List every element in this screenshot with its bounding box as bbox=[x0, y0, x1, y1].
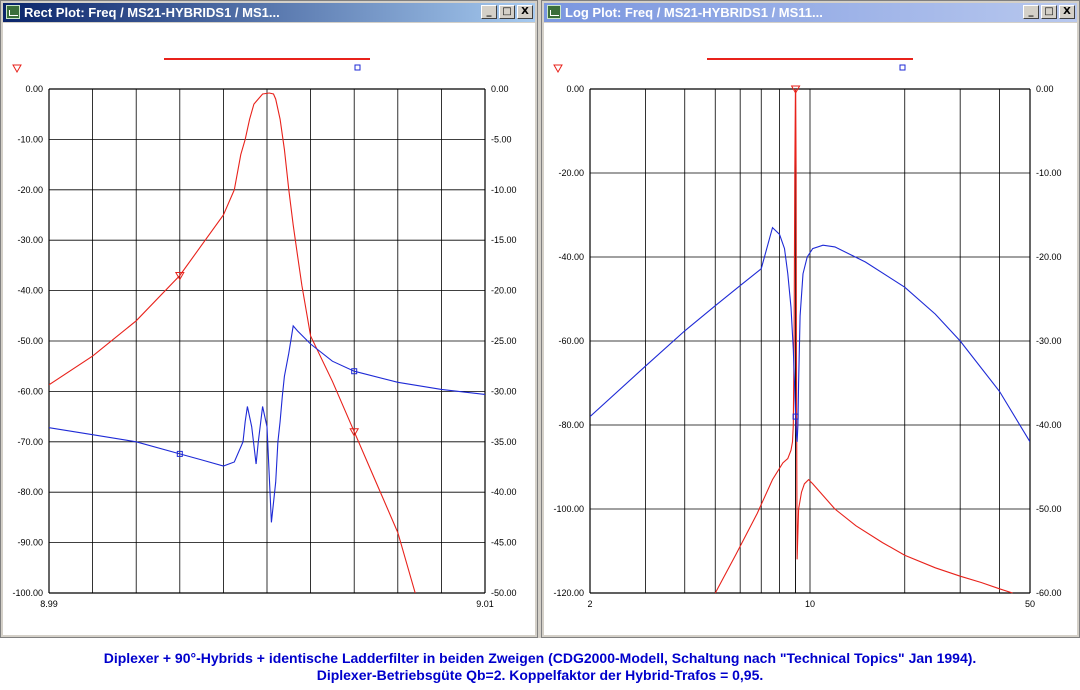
y-tick-right: -10.00 bbox=[491, 185, 517, 195]
x-tick-label: 2 bbox=[587, 599, 592, 609]
ms21-marker bbox=[790, 85, 801, 95]
window-title: Rect Plot: Freq / MS21-HYBRIDS1 / MS1... bbox=[24, 5, 280, 20]
y-tick-right: -30.00 bbox=[491, 386, 517, 396]
log-plot-window: Log Plot: Freq / MS21-HYBRIDS1 / MS11...… bbox=[541, 0, 1080, 638]
legend-triangle-marker bbox=[12, 64, 22, 74]
y-tick-left: 0.00 bbox=[25, 84, 43, 94]
y-tick-right: -30.00 bbox=[1036, 336, 1062, 346]
y-tick-right: -40.00 bbox=[1036, 420, 1062, 430]
y-tick-right: -15.00 bbox=[491, 235, 517, 245]
y-tick-right: -50.00 bbox=[1036, 504, 1062, 514]
caption-line-1: Diplexer + 90°-Hybrids + identische Ladd… bbox=[103, 650, 977, 666]
x-tick-label: 8.99 bbox=[40, 599, 58, 609]
y-tick-right: -45.00 bbox=[491, 538, 517, 548]
y-tick-left: -60.00 bbox=[17, 386, 43, 396]
y-tick-left: -80.00 bbox=[17, 487, 43, 497]
ms11-marker bbox=[792, 413, 799, 420]
ms21-series-line bbox=[49, 92, 416, 594]
ms11-series-line bbox=[49, 324, 485, 523]
y-tick-right: -10.00 bbox=[1036, 168, 1062, 178]
log-plot-chart: 0.00 0.00 -20.00 -10.00 -40.00 -20.00 -60.00 -3… bbox=[553, 58, 1062, 609]
minimize-button[interactable]: _ bbox=[481, 5, 497, 19]
rect-plot-area: 0.00 0.00 -10.00 -5.00 -20.00 -10.00 -30.00 -15… bbox=[3, 23, 535, 635]
x-tick-label: 10 bbox=[805, 599, 815, 609]
window-controls: _ □ X bbox=[1023, 5, 1075, 19]
y-tick-left: -50.00 bbox=[17, 336, 43, 346]
y-tick-left: -30.00 bbox=[17, 235, 43, 245]
plot-app-icon bbox=[547, 5, 561, 19]
y-tick-left: -100.00 bbox=[553, 504, 584, 514]
close-button[interactable]: X bbox=[517, 5, 533, 19]
y-tick-right: -35.00 bbox=[491, 437, 517, 447]
y-tick-right: 0.00 bbox=[491, 84, 509, 94]
log-plot-area: 0.00 0.00 -20.00 -10.00 -40.00 -20.00 -60.00 -3… bbox=[544, 23, 1077, 635]
y-tick-left: -40.00 bbox=[558, 252, 584, 262]
y-tick-left: -60.00 bbox=[558, 336, 584, 346]
y-tick-left: 0.00 bbox=[566, 84, 584, 94]
y-tick-right: -5.00 bbox=[491, 134, 512, 144]
window-controls: _ □ X bbox=[481, 5, 533, 19]
ms21-series-line bbox=[714, 88, 1013, 594]
rect-plot-window: Rect Plot: Freq / MS21-HYBRIDS1 / MS1...… bbox=[0, 0, 538, 638]
window-gap bbox=[538, 0, 541, 638]
y-tick-left: -20.00 bbox=[558, 168, 584, 178]
close-button[interactable]: X bbox=[1059, 5, 1075, 19]
legend-square-marker bbox=[354, 64, 361, 71]
window-title: Log Plot: Freq / MS21-HYBRIDS1 / MS11... bbox=[565, 5, 823, 20]
y-tick-left: -90.00 bbox=[17, 538, 43, 548]
y-tick-left: -70.00 bbox=[17, 437, 43, 447]
y-tick-left: -40.00 bbox=[17, 286, 43, 296]
rect-plot-chart: 0.00 0.00 -10.00 -5.00 -20.00 -10.00 -30.00 -15… bbox=[12, 58, 517, 609]
ms11-series-line bbox=[590, 226, 1030, 443]
y-tick-right: -20.00 bbox=[1036, 252, 1062, 262]
rect-plot-titlebar[interactable]: Rect Plot: Freq / MS21-HYBRIDS1 / MS1...… bbox=[3, 3, 535, 22]
legend-square-marker bbox=[899, 64, 906, 71]
x-tick-label: 50 bbox=[1025, 599, 1035, 609]
x-tick-label: 9.01 bbox=[476, 599, 494, 609]
ms21-marker bbox=[349, 428, 360, 437]
plot-app-icon bbox=[6, 5, 20, 19]
y-tick-left: -80.00 bbox=[558, 420, 584, 430]
y-tick-left: -100.00 bbox=[12, 588, 43, 598]
y-tick-right: 0.00 bbox=[1036, 84, 1054, 94]
y-tick-right: -40.00 bbox=[491, 487, 517, 497]
y-tick-right: -25.00 bbox=[491, 336, 517, 346]
y-tick-right: -20.00 bbox=[491, 286, 517, 296]
maximize-button[interactable]: □ bbox=[499, 5, 515, 19]
y-tick-left: -20.00 bbox=[17, 185, 43, 195]
ms21-marker bbox=[174, 271, 185, 281]
maximize-button[interactable]: □ bbox=[1041, 5, 1057, 19]
y-tick-right: -60.00 bbox=[1036, 588, 1062, 598]
ms11-marker bbox=[351, 368, 358, 375]
minimize-button[interactable]: _ bbox=[1023, 5, 1039, 19]
y-tick-left: -120.00 bbox=[553, 588, 584, 598]
y-tick-right: -50.00 bbox=[491, 588, 517, 598]
log-plot-titlebar[interactable]: Log Plot: Freq / MS21-HYBRIDS1 / MS11...… bbox=[544, 3, 1077, 22]
legend-triangle-marker bbox=[553, 64, 563, 74]
y-tick-left: -10.00 bbox=[17, 134, 43, 144]
ms11-marker bbox=[176, 450, 183, 457]
caption-line-2: Diplexer-Betriebsgüte Qb=2. Koppelfaktor… bbox=[316, 667, 764, 683]
